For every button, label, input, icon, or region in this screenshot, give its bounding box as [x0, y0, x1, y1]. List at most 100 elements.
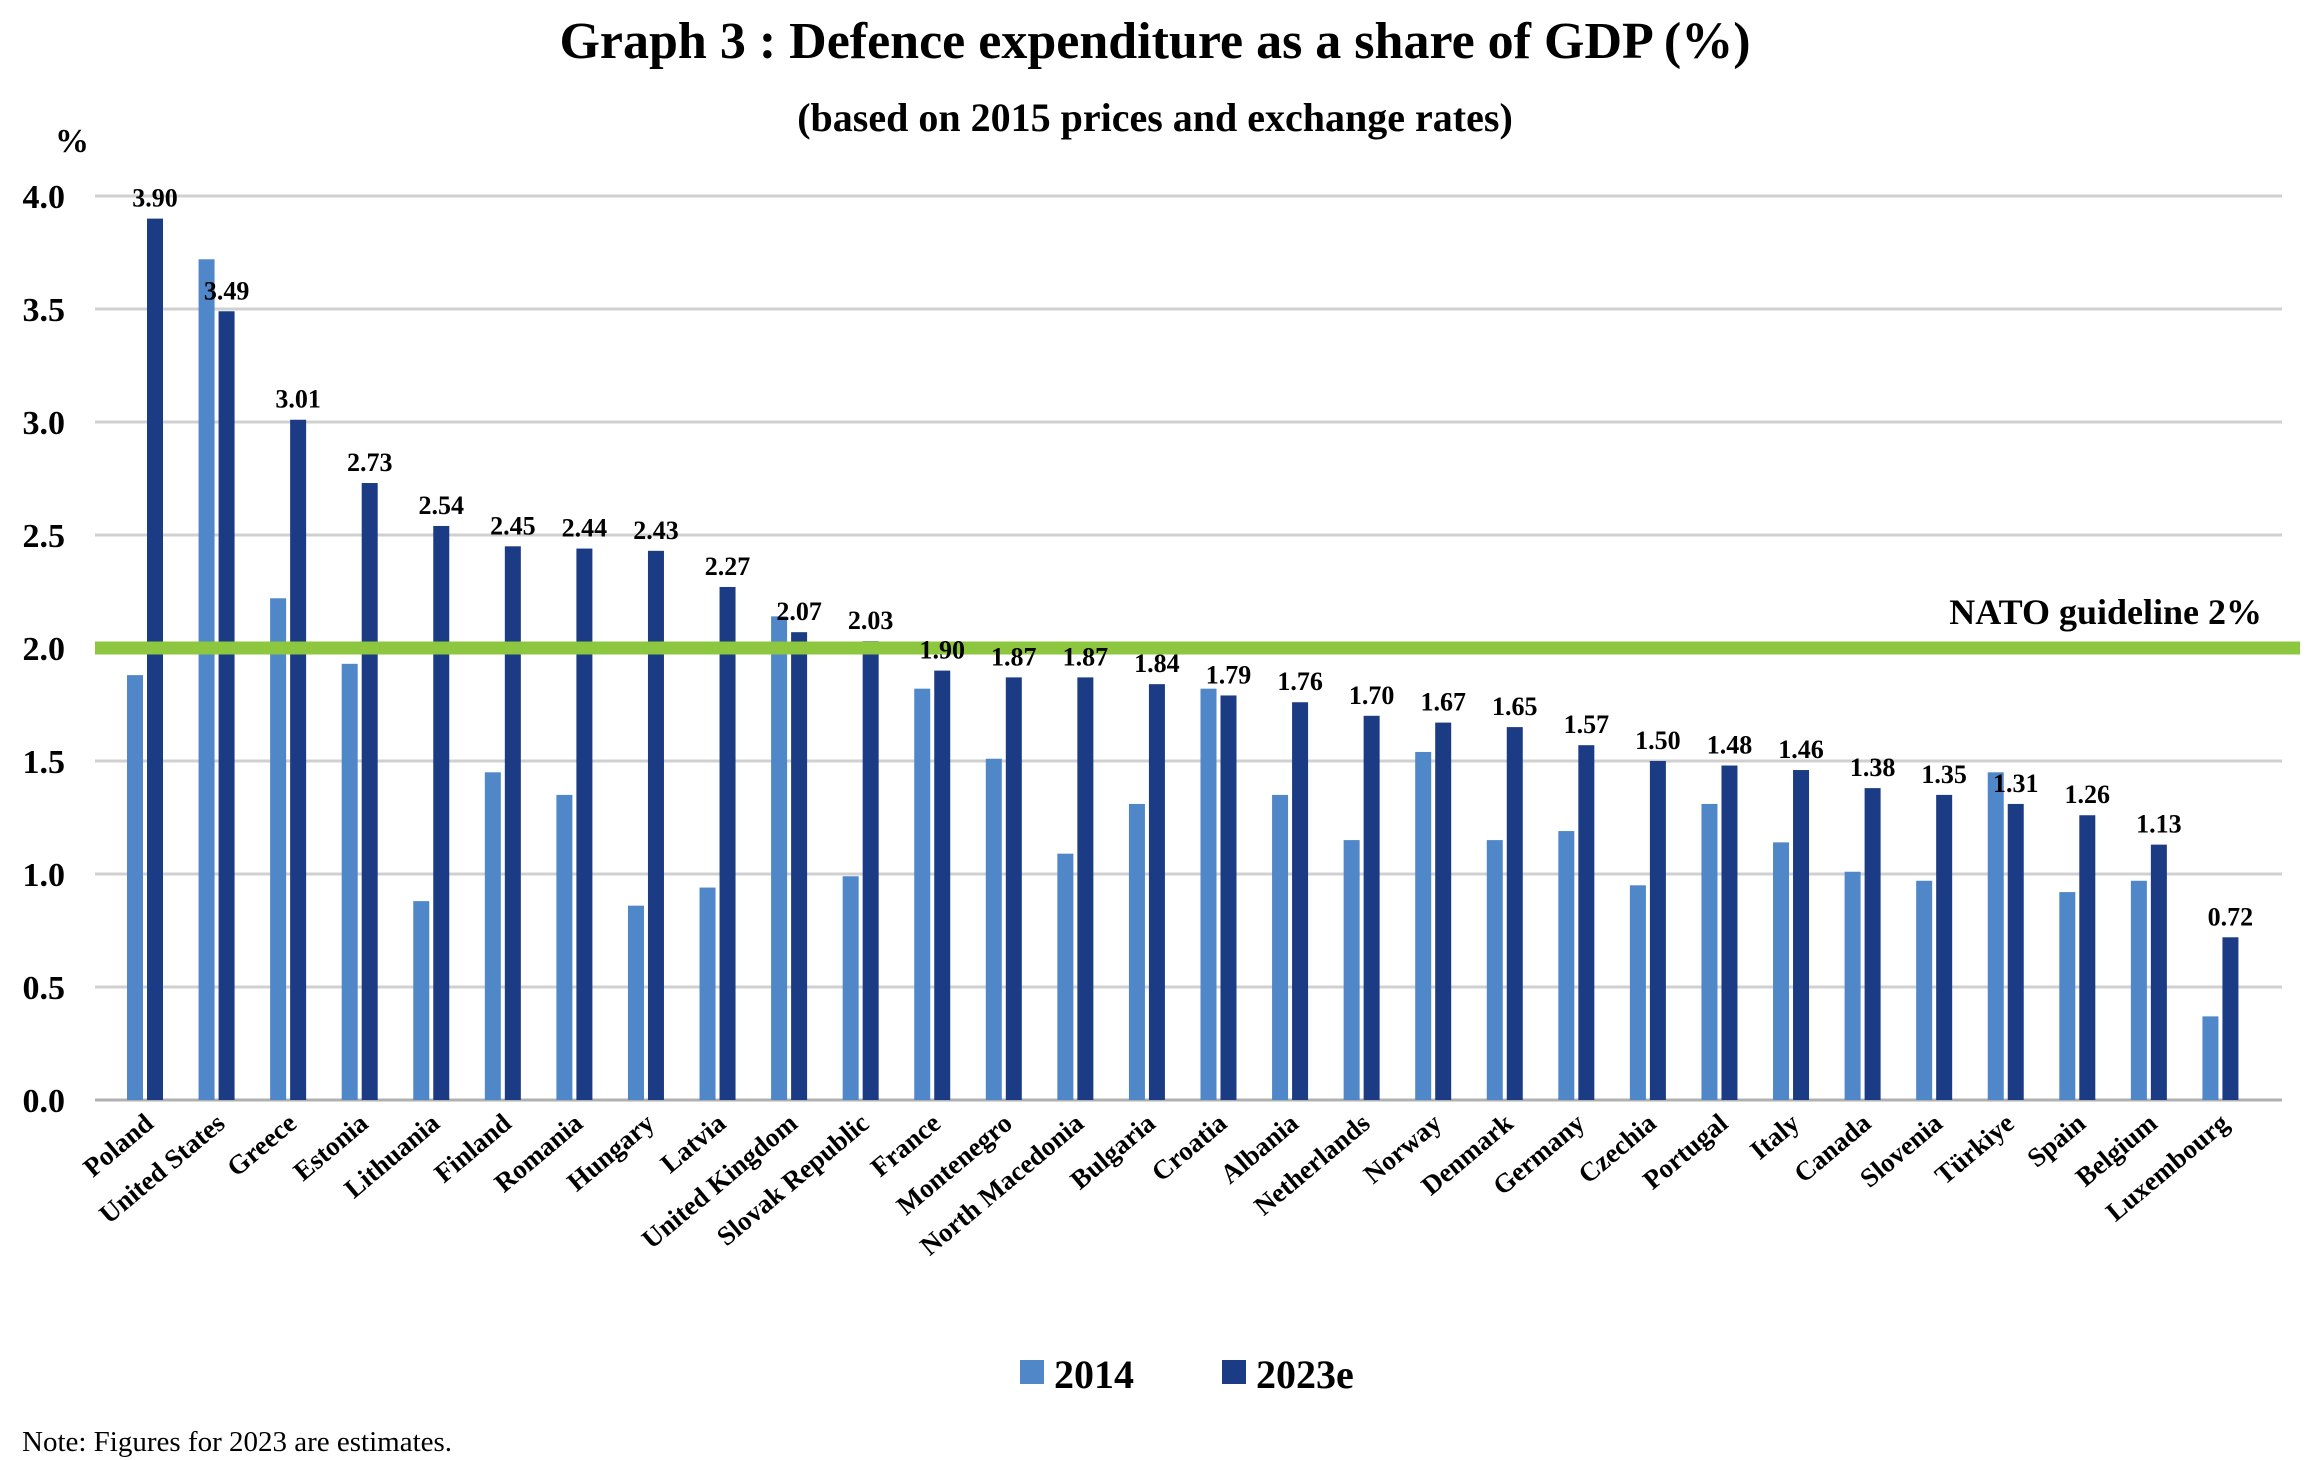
data-label: 2.07 — [776, 597, 822, 626]
legend-label-2023e: 2023e — [1256, 1352, 1354, 1397]
data-label: 2.73 — [347, 448, 393, 477]
data-labels: 3.90 3.49 3.01 2.73 2.54 2.45 2.44 2.43 2.27 2.07… — [132, 184, 2253, 932]
chart-title: Graph 3 : Defence expenditure as a share… — [559, 13, 1751, 70]
y-axis-ticks: 0.0 0.5 1.0 1.5 2.0 2.5 3.0 3.5 4.0 — [23, 179, 66, 1120]
bar-2023e — [147, 218, 163, 1101]
data-label: 3.49 — [204, 276, 250, 305]
bar-2023e — [433, 525, 450, 1100]
bar-2023e — [862, 641, 879, 1100]
bar-2014 — [1916, 880, 1933, 1100]
bar-2023e — [1864, 788, 1881, 1100]
bar-2014 — [842, 876, 859, 1100]
category-label: Croatia — [1146, 1107, 1233, 1187]
data-label: 1.87 — [1063, 642, 1109, 671]
data-label: 1.76 — [1277, 667, 1323, 696]
bar-2023e — [1721, 765, 1738, 1100]
bar-2023e — [1578, 745, 1595, 1100]
data-label: 2.27 — [705, 552, 751, 581]
category-label: United States — [93, 1108, 230, 1230]
bar-2023e — [1649, 761, 1666, 1100]
bar-2023e — [1005, 677, 1022, 1100]
category-label: Italy — [1744, 1107, 1805, 1165]
data-label: 1.67 — [1420, 688, 1466, 717]
bar-2014 — [1486, 840, 1503, 1100]
bar-2023e — [1793, 770, 1810, 1100]
legend: 2014 2023e — [1020, 1352, 1354, 1397]
data-label: 1.84 — [1134, 649, 1180, 678]
data-label: 1.70 — [1349, 681, 1395, 710]
bar-2023e — [2007, 803, 2024, 1100]
bar-2014 — [1343, 840, 1360, 1100]
y-tick-label: 0.5 — [23, 970, 66, 1007]
bar-2014 — [985, 758, 1002, 1100]
bar-2014 — [1987, 772, 2004, 1100]
y-tick-label: 1.5 — [23, 744, 66, 781]
bar-2023e — [2150, 844, 2167, 1100]
bar-2014 — [1701, 803, 1718, 1100]
data-label: 1.35 — [1921, 760, 1967, 789]
bar-2014 — [771, 616, 788, 1100]
bar-2014 — [484, 772, 501, 1100]
data-label: 2.45 — [490, 511, 536, 540]
bar-2014 — [127, 675, 143, 1100]
bar-2023e — [361, 483, 378, 1100]
bar-2014 — [1558, 831, 1575, 1100]
bar-2023e — [2222, 937, 2239, 1100]
data-label: 3.01 — [275, 385, 321, 414]
y-tick-label: 0.0 — [23, 1083, 66, 1120]
chart-note: Note: Figures for 2023 are estimates. — [22, 1426, 453, 1458]
category-label: Slovenia — [1854, 1107, 1948, 1193]
bar-2023e — [1077, 677, 1094, 1100]
data-label: 2.54 — [419, 491, 465, 520]
y-tick-label: 3.5 — [23, 292, 66, 329]
data-label: 1.26 — [2065, 780, 2111, 809]
bar-2023e — [1936, 794, 1953, 1100]
bar-2023e — [1435, 722, 1452, 1100]
bar-2023e — [934, 670, 951, 1100]
y-tick-label: 4.0 — [23, 179, 66, 216]
bar-2023e — [504, 546, 521, 1100]
bar-2014 — [1200, 688, 1217, 1100]
legend-label-2014: 2014 — [1054, 1352, 1134, 1397]
data-label: 0.72 — [2208, 902, 2254, 931]
data-label: 1.65 — [1492, 692, 1538, 721]
data-label: 1.31 — [1993, 769, 2039, 798]
bar-2014 — [627, 905, 644, 1100]
y-tick-label: 2.5 — [23, 518, 66, 555]
data-label: 1.48 — [1707, 731, 1753, 760]
data-label: 1.13 — [2136, 810, 2182, 839]
bar-2023e — [576, 548, 593, 1100]
y-tick-label: 2.0 — [23, 631, 66, 668]
bar-2023e — [1506, 727, 1523, 1100]
bar-2014 — [1773, 842, 1790, 1100]
bar-2014 — [270, 598, 287, 1100]
bar-2014 — [1415, 751, 1432, 1100]
y-tick-label: 3.0 — [23, 405, 66, 442]
category-label: Luxembourg — [2100, 1107, 2235, 1227]
bar-2014 — [2130, 880, 2147, 1100]
bar-2014 — [413, 901, 430, 1100]
data-label: 2.43 — [633, 516, 679, 545]
bar-2014 — [1128, 803, 1145, 1100]
data-label: 3.90 — [132, 184, 178, 213]
nato-guideline-label: NATO guideline 2% — [1949, 592, 2262, 632]
bar-2014 — [699, 887, 716, 1100]
bar-2014 — [1057, 853, 1074, 1100]
bar-2014 — [1272, 794, 1289, 1100]
bar-2014 — [2202, 1016, 2219, 1100]
legend-swatch-2023e — [1222, 1360, 1246, 1384]
bar-2023e — [719, 586, 736, 1100]
bar-2023e — [1363, 715, 1380, 1100]
data-label: 1.57 — [1564, 710, 1610, 739]
bar-2014 — [341, 663, 358, 1100]
data-label: 2.03 — [848, 606, 894, 635]
data-label: 1.38 — [1850, 753, 1896, 782]
bars — [127, 218, 2239, 1101]
data-label: 1.46 — [1778, 735, 1824, 764]
bar-2014 — [1629, 885, 1646, 1100]
data-label: 1.50 — [1635, 726, 1681, 755]
legend-swatch-2014 — [1020, 1360, 1044, 1384]
bar-2023e — [1148, 684, 1165, 1100]
